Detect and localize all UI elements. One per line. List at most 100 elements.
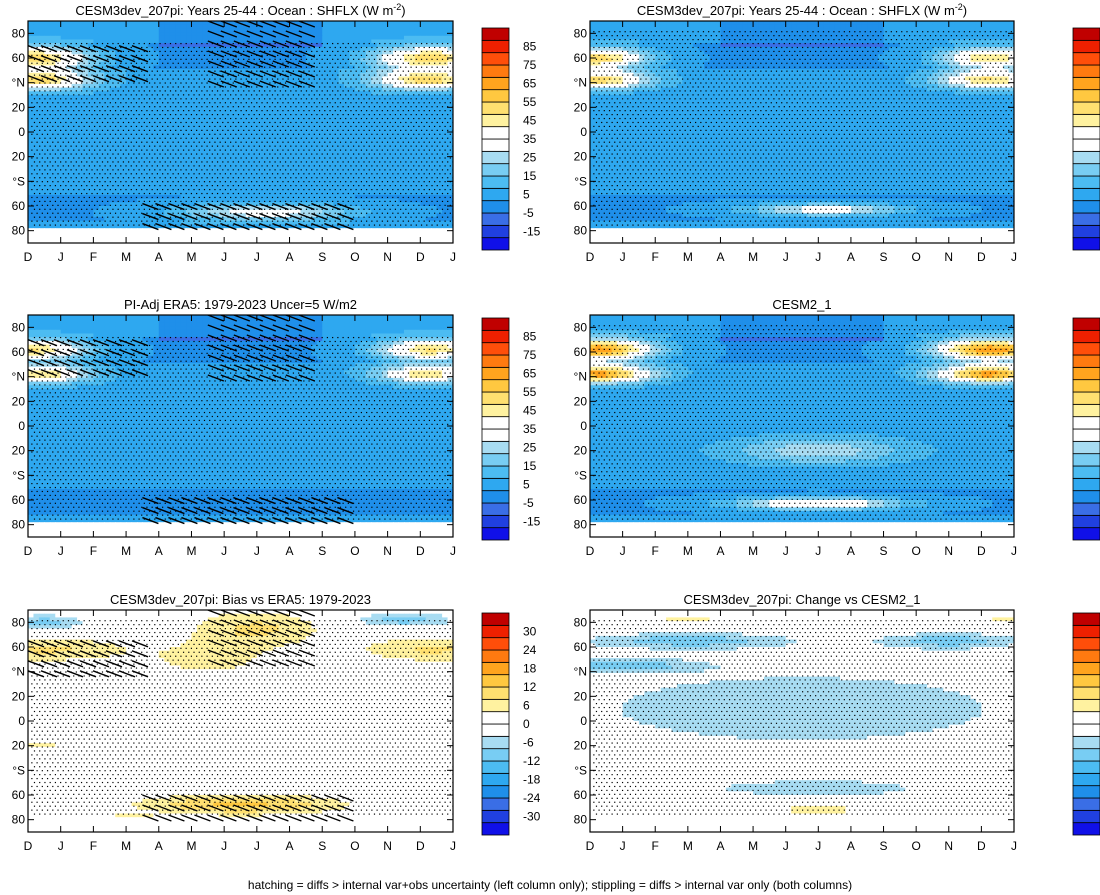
x-tick-label: N [383, 839, 392, 853]
x-tick-label: J [58, 839, 64, 853]
y-tick-label: °S [574, 468, 587, 482]
colorbar-swatch [1072, 224, 1100, 239]
colorbar-swatch [1072, 391, 1100, 405]
x-tick-label: M [186, 544, 196, 558]
x-tick-label: S [880, 544, 888, 558]
colorbar-swatch [1072, 379, 1100, 393]
colorbar-swatch [481, 27, 510, 41]
x-tick-label: D [24, 839, 33, 853]
colorbar-label: 5 [523, 188, 530, 202]
y-tick-label: °S [12, 763, 25, 777]
colorbar-swatch [1072, 403, 1100, 418]
colorbar-swatch [481, 428, 510, 442]
y-tick-label: 0 [580, 125, 587, 139]
colorbar-swatch [481, 490, 510, 504]
colorbar-swatch [1072, 490, 1100, 504]
colorbar-swatch [481, 52, 510, 66]
y-tick-label: °N [574, 370, 587, 384]
colorbar-swatch [481, 674, 510, 688]
colorbar-label: 6 [523, 699, 530, 713]
y-tick-label: °N [574, 76, 587, 90]
y-tick-label: 60 [574, 199, 588, 213]
colorbar-swatch [481, 89, 510, 103]
y-tick-label: 60 [574, 345, 588, 359]
x-tick-label: M [186, 250, 196, 264]
y-tick-label: 60 [12, 640, 26, 654]
x-tick-label: D [586, 544, 595, 558]
colorbar-swatch [481, 440, 510, 455]
x-tick-label: D [416, 544, 425, 558]
panel-title: CESM3dev_207pi: Years 25-44 : Ocean : SH… [75, 2, 405, 18]
x-tick-label: J [254, 839, 260, 853]
colorbar-swatch [1072, 237, 1100, 251]
colorbar-label: -12 [523, 754, 541, 768]
x-tick-label: F [652, 250, 659, 264]
panel-p1: CESM3dev_207pi: Years 25-44 : Ocean : SH… [12, 2, 541, 264]
x-tick-label: J [221, 839, 227, 853]
colorbar-swatch [481, 76, 510, 91]
y-tick-label: 80 [574, 813, 588, 827]
panel-p2: CESM3dev_207pi: Years 25-44 : Ocean : SH… [574, 2, 1100, 264]
x-tick-label: J [783, 839, 789, 853]
x-tick-label: F [90, 544, 97, 558]
stippling [593, 620, 1014, 815]
colorbar-swatch [1072, 723, 1100, 737]
x-tick-label: S [318, 544, 326, 558]
y-tick-label: 80 [12, 26, 26, 40]
colorbar-swatch [1072, 527, 1100, 541]
x-tick-label: A [847, 250, 855, 264]
x-tick-label: N [944, 544, 953, 558]
colorbar-swatch [1072, 27, 1100, 41]
hatching [28, 21, 354, 231]
y-tick-label: 60 [12, 493, 26, 507]
colorbar-swatch [1072, 502, 1100, 516]
panel-p5: CESM3dev_207pi: Bias vs ERA5: 1979-2023 8… [12, 592, 541, 853]
colorbar-swatch [1072, 39, 1100, 54]
y-tick-label: 0 [18, 125, 25, 139]
colorbar-swatch [481, 698, 510, 713]
x-tick-label: J [1011, 839, 1017, 853]
panel-p6: CESM3dev_207pi: Change vs CESM2_1 80 60 °N 2… [574, 592, 1100, 853]
x-tick-label: A [716, 839, 724, 853]
colorbar-swatch [1072, 760, 1100, 774]
colorbar-swatch [481, 163, 510, 177]
colorbar-label: -18 [523, 773, 541, 787]
colorbar-swatch [481, 723, 510, 737]
x-tick-label: S [318, 250, 326, 264]
y-tick-label: 20 [574, 689, 588, 703]
x-tick-label: D [24, 250, 33, 264]
x-tick-label: J [254, 544, 260, 558]
x-tick-label: A [716, 250, 724, 264]
colorbar-label: 65 [523, 367, 537, 381]
colorbar-swatch [481, 187, 510, 202]
x-tick-label: N [383, 544, 392, 558]
y-tick-label: 0 [18, 419, 25, 433]
y-tick-label: 60 [12, 788, 26, 802]
colorbar-swatch [1072, 342, 1100, 356]
colorbar: 30 24 18 12 6 0 -6 -12 -18 -24 -30 [481, 612, 541, 836]
y-tick-label: 20 [574, 150, 588, 164]
colorbar-swatch [481, 797, 510, 811]
x-tick-label: D [416, 250, 425, 264]
y-tick-label: °N [12, 370, 25, 384]
x-tick-label: J [450, 250, 456, 264]
colorbar-swatch [1072, 686, 1100, 700]
y-tick-label: 60 [12, 51, 26, 65]
y-tick-label: 20 [574, 739, 588, 753]
x-tick-label: O [911, 250, 920, 264]
x-tick-label: A [286, 839, 294, 853]
x-tick-label: D [416, 839, 425, 853]
y-tick-label: 0 [580, 419, 587, 433]
colorbar-swatch [1072, 440, 1100, 455]
x-tick-label: D [586, 839, 595, 853]
x-tick-label: F [652, 839, 659, 853]
colorbar-label: 45 [523, 404, 537, 418]
colorbar-label: 0 [523, 717, 530, 731]
colorbar-label: -5 [523, 206, 534, 220]
colorbar-swatch [481, 150, 510, 165]
colorbar-swatch [481, 809, 510, 824]
x-tick-label: J [815, 544, 821, 558]
